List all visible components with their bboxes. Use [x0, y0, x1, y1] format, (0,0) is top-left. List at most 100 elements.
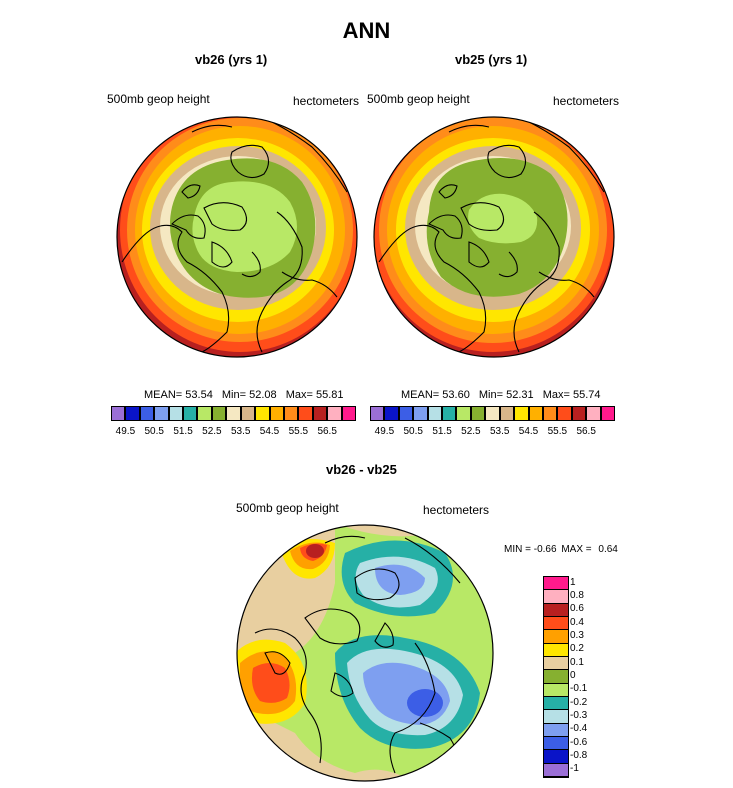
- diff-colorbar: [543, 576, 569, 778]
- colorbar-swatch: [125, 406, 140, 421]
- diff-colorbar-swatch: [544, 750, 568, 764]
- colorbar-swatch: [154, 406, 169, 421]
- coastlines: [254, 535, 461, 774]
- diff-colorbar-swatch: [544, 577, 568, 591]
- colorbar-swatch: [456, 406, 471, 421]
- diff-colorbar-swatch: [544, 710, 568, 724]
- diff-level-label: 0.1: [570, 656, 584, 668]
- coastlines: [378, 121, 605, 353]
- band-neg0.4-top: [375, 564, 425, 595]
- diff-colorbar-swatch: [544, 657, 568, 671]
- colorbar-swatch: [255, 406, 270, 421]
- diff-level-label: 0.4: [570, 616, 584, 628]
- colorbar-tick: 55.5: [547, 426, 568, 437]
- diff-level-label: 0.8: [570, 590, 584, 601]
- colorbar-swatch: [384, 406, 399, 421]
- diff-level-label: -0.1: [570, 683, 588, 695]
- panel1-colorbar-ticks: 49.5 50.5 51.5 52.5 53.5 54.5 55.5 56.5: [111, 426, 356, 440]
- colorbar-swatch: [226, 406, 241, 421]
- colorbar-swatch: [557, 406, 572, 421]
- page-title: ANN: [342, 18, 391, 43]
- colorbar-swatch: [139, 406, 155, 421]
- panel1-title: vb26 (yrs 1): [195, 52, 268, 67]
- panel1-units-label: hectometers: [293, 94, 360, 108]
- colorbar-swatch: [312, 406, 328, 421]
- colorbar-tick: 56.5: [576, 426, 596, 437]
- panel2-polar-map: [373, 116, 615, 358]
- diff-level-label: 0.3: [570, 630, 584, 641]
- colorbar-tick: 53.5: [489, 426, 510, 437]
- panel1-polar-map: [116, 116, 358, 358]
- colorbar-tick: 55.5: [288, 426, 309, 437]
- diff-colorbar-swatch: [544, 763, 568, 777]
- panel2-stats: MEAN= 53.60 Min= 52.31 Max= 55.74: [401, 389, 601, 401]
- diff-colorbar-swatch: [544, 590, 568, 604]
- diff-level-label: -0.4: [570, 723, 588, 735]
- colorbar-tick: 56.5: [317, 426, 337, 437]
- diff-colorbar-swatch: [544, 723, 568, 737]
- colorbar-swatch: [514, 406, 529, 421]
- diff-level-label: -0.6: [570, 736, 588, 748]
- band-52.0: [192, 181, 297, 272]
- colorbar-tick: 49.5: [374, 426, 395, 437]
- diff-colorbar-swatch: [544, 683, 568, 697]
- min-value: 52.08: [249, 389, 277, 401]
- diff-colorbar-swatch: [544, 630, 568, 644]
- colorbar-swatch: [427, 406, 443, 421]
- diff-polar-map: [236, 524, 494, 782]
- diff-level-label: 0.6: [570, 603, 584, 615]
- colorbar-swatch: [600, 406, 615, 421]
- colorbar-tick: 52.5: [202, 426, 222, 437]
- colorbar-swatch: [197, 406, 212, 421]
- diff-level-label: 0.2: [570, 643, 584, 655]
- diff-title: vb26 - vb25: [326, 462, 397, 477]
- mean-label: MEAN=: [401, 389, 440, 401]
- colorbar-swatch: [298, 406, 313, 421]
- mean-value: 53.54: [185, 389, 213, 401]
- mean-value: 53.60: [442, 389, 470, 401]
- colorbar-swatch: [398, 406, 414, 421]
- colorbar-swatch: [370, 406, 385, 421]
- min-label: Min=: [478, 389, 504, 401]
- min-label: Min=: [221, 389, 247, 401]
- max-label: Max=: [542, 389, 570, 401]
- diff-min-value: -0.66: [533, 544, 557, 555]
- colorbar-swatch: [341, 406, 356, 421]
- colorbar-tick: 51.5: [432, 426, 452, 437]
- band-0.4-left: [251, 663, 290, 703]
- colorbar-swatch: [485, 406, 500, 421]
- panel2-title: vb25 (yrs 1): [455, 52, 528, 67]
- band-52.0: [468, 193, 538, 244]
- diff-colorbar-swatch: [544, 617, 568, 631]
- coastlines: [121, 121, 348, 353]
- colorbar-tick: 53.5: [230, 426, 251, 437]
- panel2-colorbar: [370, 406, 615, 421]
- colorbar-tick: 54.5: [518, 426, 539, 437]
- colorbar-swatch: [571, 406, 587, 421]
- diff-level-label: -0.2: [570, 696, 588, 708]
- colorbar-tick: 51.5: [173, 426, 193, 437]
- colorbar-swatch: [499, 406, 515, 421]
- diff-colorbar-swatch: [544, 670, 568, 684]
- diff-colorbar-labels: 1 0.8 0.6 0.4 0.3 0.2 0.1 0 -0.1 -0.2 -0…: [570, 576, 610, 776]
- diff-colorbar-swatch: [544, 643, 568, 657]
- panel2-field-label: 500mb geop height: [367, 92, 470, 106]
- panel1-colorbar: [111, 406, 356, 421]
- mean-label: MEAN=: [144, 389, 183, 401]
- diff-colorbar-swatch: [544, 737, 568, 751]
- min-value: 52.31: [506, 389, 534, 401]
- panel1-field-label: 500mb geop height: [107, 92, 210, 106]
- colorbar-swatch: [168, 406, 184, 421]
- colorbar-swatch: [283, 406, 299, 421]
- diff-level-label: -0.3: [570, 710, 588, 721]
- diff-level-label: 1: [570, 576, 576, 588]
- colorbar-swatch: [442, 406, 457, 421]
- colorbar-tick: 50.5: [144, 426, 164, 437]
- diff-level-label: -0.8: [570, 750, 588, 761]
- max-value: 55.81: [315, 389, 344, 401]
- colorbar-swatch: [240, 406, 256, 421]
- diff-colorbar-swatch: [544, 603, 568, 617]
- colorbar-swatch: [269, 406, 284, 421]
- panel2-units-label: hectometers: [553, 94, 620, 108]
- diff-max-value: 0.64: [598, 544, 618, 555]
